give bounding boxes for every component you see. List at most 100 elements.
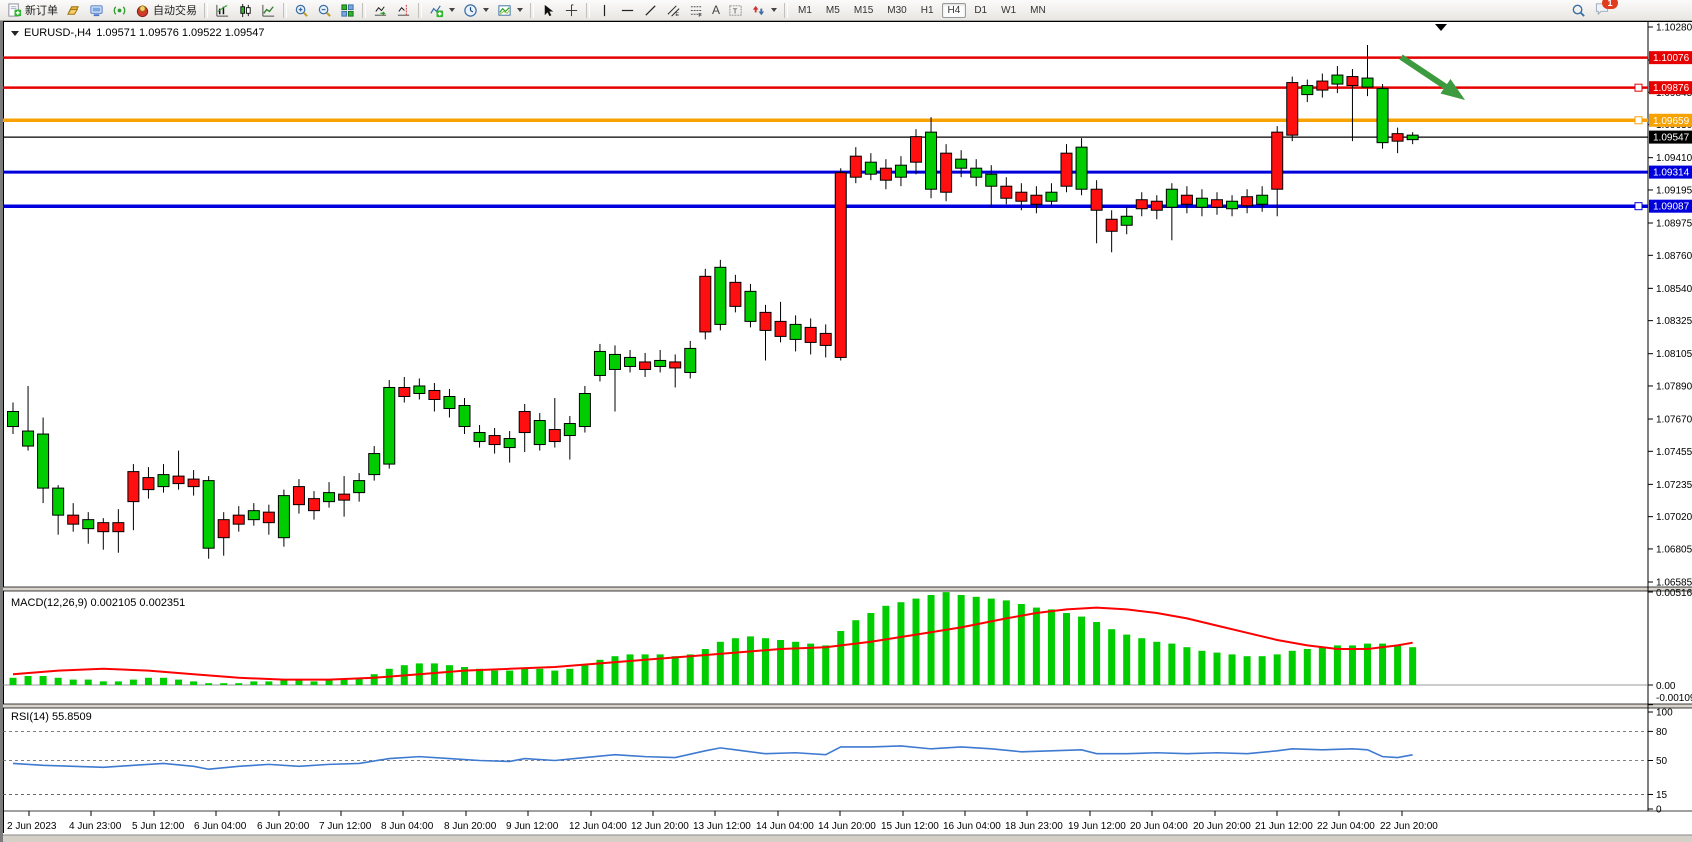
signals-button[interactable] (108, 0, 131, 21)
gold-ingot-icon (67, 5, 79, 15)
label-tool-button[interactable]: T (724, 0, 747, 21)
chart-ohlc-quotes: 1.09571 1.09576 1.09522 1.09547 (96, 27, 265, 39)
svg-text:1.10076: 1.10076 (1653, 53, 1690, 64)
tile-windows-button[interactable] (336, 0, 359, 21)
svg-text:50: 50 (1656, 756, 1668, 767)
indicators-button[interactable] (425, 0, 459, 21)
new-order-icon (8, 2, 22, 17)
arrows-dropdown-caret (771, 8, 778, 12)
symbol-dropdown-icon[interactable] (11, 30, 19, 36)
zoom-in-button[interactable] (290, 0, 313, 21)
svg-text:9 Jun 12:00: 9 Jun 12:00 (506, 821, 559, 832)
indicators-icon (430, 4, 444, 17)
vertical-line-icon (603, 4, 606, 16)
timeframe-MN[interactable]: MN (1030, 4, 1046, 16)
pane-divider[interactable] (3, 587, 1692, 591)
timeframe-M5[interactable]: M5 (825, 4, 840, 16)
svg-text:1.09547: 1.09547 (1653, 133, 1690, 144)
text-label-icon: T (729, 4, 742, 16)
timeframe-toolbar: M1 M5 M15 M30 H1 H4 D1 W1 MN (791, 2, 1053, 18)
zoom-out-icon (318, 4, 331, 17)
time-axis: 2 Jun 2023 4 Jun 23:00 5 Jun 12:00 6 Jun 04… (7, 811, 1438, 832)
svg-text:1.09195: 1.09195 (1656, 185, 1692, 196)
pane-divider[interactable] (3, 704, 1692, 708)
svg-text:1.08105: 1.08105 (1656, 349, 1692, 360)
fibonacci-tool-button[interactable]: F (685, 0, 708, 21)
svg-text:1.07020: 1.07020 (1656, 512, 1692, 523)
svg-text:1.08975: 1.08975 (1656, 219, 1692, 230)
level-handle[interactable] (1634, 83, 1643, 92)
autotrading-button[interactable]: 自动交易 (131, 0, 201, 21)
vertical-line-tool-button[interactable] (593, 0, 616, 21)
separator (204, 2, 208, 18)
svg-text:1.08325: 1.08325 (1656, 316, 1692, 327)
timeframe-M1[interactable]: M1 (798, 4, 812, 16)
svg-text:1.09659: 1.09659 (1653, 116, 1690, 127)
svg-text:1.08540: 1.08540 (1656, 284, 1692, 295)
cursor-tool-button[interactable] (537, 0, 560, 21)
chart-symbol-period: EURUSD-,H4 (24, 27, 92, 39)
auto-scroll-button[interactable] (369, 0, 392, 21)
svg-text:21 Jun 12:00: 21 Jun 12:00 (1255, 821, 1313, 832)
chart-shift-marker[interactable] (1435, 24, 1447, 31)
crosshair-tool-button[interactable] (560, 0, 583, 21)
svg-text:18 Jun 23:00: 18 Jun 23:00 (1005, 821, 1063, 832)
trendline-tool-button[interactable] (639, 0, 662, 21)
text-tool-button[interactable]: A (708, 0, 724, 21)
timeframe-H4[interactable]: H4 (941, 2, 967, 18)
autotrading-label: 自动交易 (153, 5, 197, 17)
new-order-button[interactable]: 新订单 (3, 0, 62, 21)
equidistant-channel-icon: E (667, 4, 680, 18)
templates-button[interactable] (493, 0, 527, 21)
separator (362, 2, 366, 18)
tile-windows-icon (341, 3, 354, 17)
channel-tool-button[interactable]: E (662, 0, 685, 21)
templates-dropdown-caret (517, 8, 523, 12)
level-handle[interactable] (1634, 202, 1643, 211)
market-watch-button[interactable] (62, 0, 85, 21)
svg-text:0.00: 0.00 (1656, 681, 1676, 692)
svg-text:F: F (698, 13, 702, 18)
terminal-button[interactable] (85, 0, 108, 21)
svg-text:14 Jun 20:00: 14 Jun 20:00 (818, 821, 876, 832)
line-chart-mode-button[interactable] (257, 0, 280, 21)
candlesticks (7, 45, 1419, 559)
notifications-button[interactable]: 1 (1594, 0, 1618, 19)
horizontal-line-icon (621, 9, 634, 11)
separator (530, 2, 534, 18)
svg-text:7 Jun 12:00: 7 Jun 12:00 (319, 821, 372, 832)
fibonacci-icon: F (690, 5, 702, 18)
arrows-tool-button[interactable] (747, 0, 781, 21)
candlestick-mode-button[interactable] (234, 0, 257, 21)
svg-text:20 Jun 20:00: 20 Jun 20:00 (1193, 821, 1251, 832)
periods-button[interactable] (459, 0, 493, 21)
chart-canvas[interactable]: 1.102801.100601.098451.096301.094101.091… (3, 21, 1692, 842)
timeframe-M15[interactable]: M15 (853, 4, 874, 16)
trendline-icon (645, 4, 656, 16)
clock-icon (464, 3, 477, 17)
svg-text:1.08760: 1.08760 (1656, 251, 1692, 262)
timeframe-D1[interactable]: D1 (974, 4, 988, 16)
text-tool-icon: A (712, 3, 721, 17)
chart-shift-button[interactable] (392, 0, 415, 21)
chart-header: EURUSD-,H4 1.09571 1.09576 1.09522 1.095… (11, 27, 264, 39)
svg-text:8 Jun 20:00: 8 Jun 20:00 (444, 821, 497, 832)
timeframe-H1[interactable]: H1 (920, 4, 934, 16)
zoom-out-button[interactable] (313, 0, 336, 21)
svg-text:0: 0 (1656, 805, 1662, 816)
search-icon[interactable] (1571, 3, 1586, 18)
svg-text:0.005166: 0.005166 (1656, 588, 1692, 599)
separator (784, 2, 789, 18)
bar-chart-mode-button[interactable] (211, 0, 234, 21)
horizontal-line-tool-button[interactable] (616, 0, 639, 21)
timeframe-M30[interactable]: M30 (887, 4, 907, 16)
timeframe-W1[interactable]: W1 (1001, 4, 1017, 16)
svg-text:15: 15 (1656, 790, 1668, 801)
svg-text:6 Jun 20:00: 6 Jun 20:00 (257, 821, 310, 832)
svg-text:22 Jun 20:00: 22 Jun 20:00 (1380, 821, 1438, 832)
svg-text:1.09087: 1.09087 (1653, 202, 1690, 213)
arrow-annotation[interactable] (1399, 54, 1465, 100)
crosshair-icon (565, 3, 578, 16)
svg-text:19 Jun 12:00: 19 Jun 12:00 (1068, 821, 1126, 832)
level-handle[interactable] (1634, 116, 1643, 125)
